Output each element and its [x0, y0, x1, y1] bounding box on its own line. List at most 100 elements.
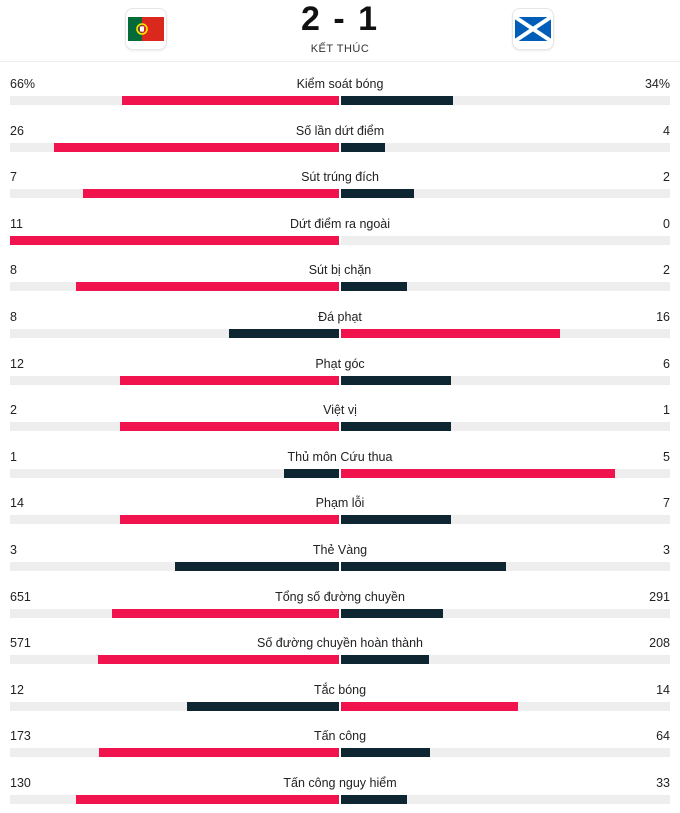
home-stat-value: 8 — [10, 263, 17, 278]
home-stat-value: 130 — [10, 776, 31, 790]
stat-row: 11 Dứt điểm ra ngoài 0 — [0, 210, 680, 257]
away-stat-value: 208 — [649, 636, 670, 651]
away-stat-value: 14 — [656, 682, 670, 697]
home-stat-value: 11 — [10, 216, 23, 231]
home-stat-value: 7 — [10, 170, 17, 185]
stat-row: 14 Phạm lỗi 7 — [0, 489, 680, 536]
home-stat-bar-track — [10, 329, 339, 338]
stat-label: Tắc bóng — [313, 682, 367, 697]
stat-label: Tấn công nguy hiểm — [283, 776, 397, 790]
away-stat-bar-track — [341, 608, 670, 618]
away-stat-bar-track — [341, 375, 670, 385]
home-stat-value: 3 — [10, 543, 17, 557]
home-stat-bar-track — [10, 235, 339, 245]
away-stat-bar-track — [341, 655, 670, 665]
away-stat-bar-track — [341, 468, 670, 478]
stat-row: 1 Thủ môn Cứu thua 5 — [0, 443, 680, 490]
stat-row: 571 Số đường chuyền hoàn thành 208 — [0, 629, 680, 676]
stat-label: Phạm lỗi — [315, 496, 365, 511]
away-team-flag[interactable] — [512, 8, 554, 50]
away-stat-bar — [341, 655, 429, 665]
away-stat-value: 34% — [644, 77, 670, 91]
home-stat-bar — [111, 608, 339, 618]
stat-label: Kiểm soát bóng — [296, 77, 384, 91]
home-stat-bar — [284, 468, 339, 478]
away-stat-bar-track — [341, 422, 670, 432]
home-stat-bar — [119, 422, 339, 432]
home-stat-bar-track — [10, 142, 339, 152]
home-stat-bar — [10, 235, 339, 245]
home-stat-bar — [75, 282, 339, 292]
stat-row: 3 Thẻ Vàng 3 — [0, 536, 680, 583]
away-stat-bar-track — [341, 329, 670, 338]
home-stat-bar-track — [10, 422, 339, 432]
away-stat-bar-track — [341, 235, 670, 245]
away-stat-bar — [341, 422, 451, 432]
home-stat-bar-track — [10, 468, 339, 478]
stat-row: 173 Tấn công 64 — [0, 722, 680, 769]
home-stat-value: 14 — [10, 496, 24, 511]
home-stat-bar — [98, 748, 339, 758]
stat-row: 8 Đá phạt 16 — [0, 303, 680, 350]
away-stat-value: 0 — [663, 216, 670, 231]
stat-label: Tổng số đường chuyền — [275, 589, 405, 604]
home-stat-bar-track — [10, 282, 339, 292]
home-team-flag[interactable] — [125, 8, 167, 50]
home-stat-bar — [53, 142, 339, 152]
away-stat-bar-track — [341, 142, 670, 152]
stat-row: 8 Sút bị chặn 2 — [0, 256, 680, 303]
away-stat-value: 2 — [663, 170, 670, 185]
away-stat-bar-track — [341, 795, 670, 804]
scotland-flag-icon — [515, 17, 551, 41]
away-stat-bar — [341, 795, 408, 804]
home-stat-bar — [76, 795, 339, 804]
home-stat-value: 1 — [10, 449, 17, 464]
match-score: 2 - 1 — [300, 0, 380, 38]
away-stat-bar-track — [341, 282, 670, 292]
home-stat-bar-track — [10, 608, 339, 618]
away-stat-value: 291 — [649, 589, 670, 604]
stat-row: 2 Việt vị 1 — [0, 396, 680, 443]
match-header: 2 - 1 KẾT THÚC — [0, 0, 680, 62]
home-stat-value: 12 — [10, 682, 24, 697]
away-stat-bar-track — [341, 189, 670, 199]
away-stat-value: 7 — [663, 496, 670, 511]
stat-row: 651 Tổng số đường chuyền 291 — [0, 583, 680, 630]
away-stat-bar — [341, 189, 415, 199]
home-stat-value: 12 — [10, 356, 24, 371]
stat-row: 12 Phạt góc 6 — [0, 350, 680, 397]
away-stat-bar-track — [341, 701, 670, 711]
away-stat-value: 64 — [656, 729, 670, 744]
home-stat-bar — [83, 189, 339, 199]
home-stat-value: 8 — [10, 310, 17, 324]
stat-label: Tấn công — [313, 729, 367, 744]
stat-label: Sút bị chặn — [308, 263, 372, 278]
away-stat-bar — [341, 329, 561, 338]
stat-row: 26 Số lần dứt điểm 4 — [0, 117, 680, 164]
away-stat-bar — [341, 701, 518, 711]
stat-label: Số đường chuyền hoàn thành — [257, 636, 423, 651]
away-stat-bar — [341, 748, 430, 758]
home-stat-value: 571 — [10, 636, 31, 651]
home-stat-bar — [119, 375, 339, 385]
away-stat-bar — [341, 608, 443, 618]
stat-row: 12 Tắc bóng 14 — [0, 676, 680, 723]
away-stat-bar — [341, 515, 451, 525]
away-stat-bar — [341, 562, 506, 571]
home-stat-value: 173 — [10, 729, 31, 744]
away-stat-value: 5 — [663, 449, 670, 464]
home-stat-bar-track — [10, 96, 339, 105]
away-stat-value: 3 — [663, 543, 670, 557]
home-stat-bar-track — [10, 189, 339, 199]
match-status: KẾT THÚC — [310, 43, 370, 55]
away-stat-value: 1 — [663, 403, 670, 418]
home-stat-bar — [174, 562, 339, 571]
away-stat-bar-track — [341, 96, 670, 105]
home-stat-bar-track — [10, 515, 339, 525]
home-stat-bar — [121, 96, 339, 105]
home-stat-value: 26 — [10, 123, 24, 138]
away-stat-bar — [341, 96, 453, 105]
home-stat-bar — [229, 329, 339, 338]
home-stat-value: 651 — [10, 589, 31, 604]
away-stat-bar — [341, 142, 385, 152]
